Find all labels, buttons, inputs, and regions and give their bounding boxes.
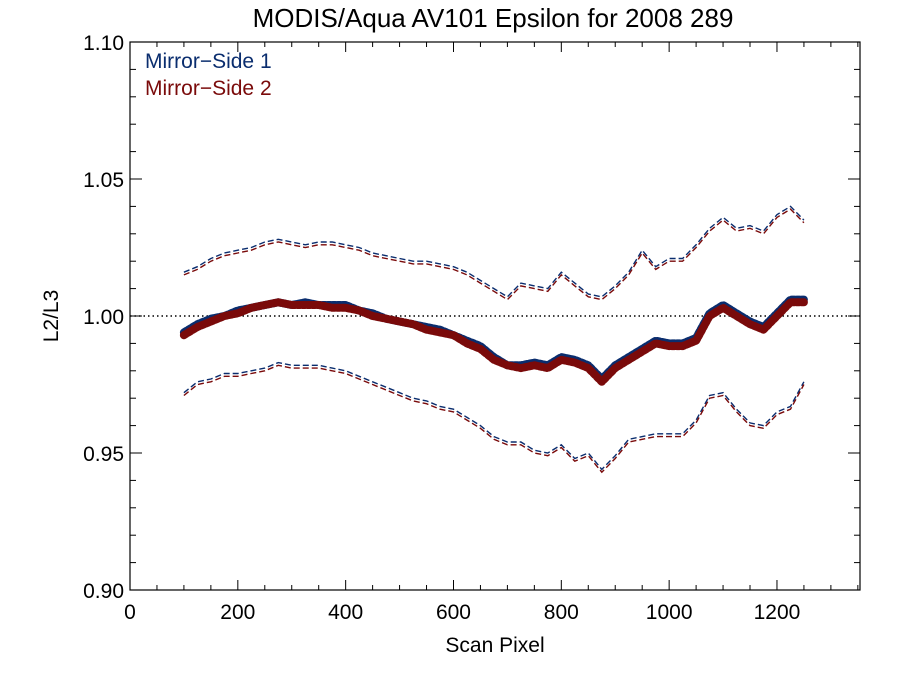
axis-ticks (129, 41, 860, 591)
series-layer (179, 205, 808, 474)
series-mirror-side-2 (179, 208, 808, 474)
lower-bound-line (183, 364, 805, 474)
x-tick-label: 1000 (646, 601, 693, 624)
legend-entry-mirror-side-1: Mirror−Side 1 (145, 50, 272, 73)
axis-tick-labels: 0 200 400 600 800 1000 1200 0.90 0.95 1.00 1.05 1.1… (83, 32, 800, 624)
x-tick-label: 400 (328, 601, 363, 624)
mean-line (179, 298, 808, 386)
y-tick-label: 1.00 (83, 306, 124, 329)
upper-bound-line (183, 205, 805, 298)
upper-bound-line (183, 208, 805, 301)
x-tick-label: 600 (436, 601, 471, 624)
x-tick-label: 800 (544, 601, 579, 624)
lower-bound-line (183, 361, 805, 471)
x-tick-label: 1200 (754, 601, 801, 624)
y-tick-label: 0.95 (83, 443, 124, 466)
chart-title: MODIS/Aqua AV101 Epsilon for 2008 289 (253, 3, 734, 33)
series-mirror-side-1 (179, 205, 808, 471)
legend: Mirror−Side 1 Mirror−Side 2 (145, 50, 272, 100)
y-axis-label: L2/L3 (40, 290, 63, 343)
x-tick-label: 200 (220, 601, 255, 624)
y-tick-label: 1.05 (83, 169, 124, 192)
legend-entry-mirror-side-2: Mirror−Side 2 (145, 77, 272, 100)
x-axis-label: Scan Pixel (445, 634, 544, 657)
y-tick-label: 1.10 (83, 32, 124, 55)
y-tick-label: 0.90 (83, 580, 124, 603)
x-tick-label: 0 (124, 601, 136, 624)
